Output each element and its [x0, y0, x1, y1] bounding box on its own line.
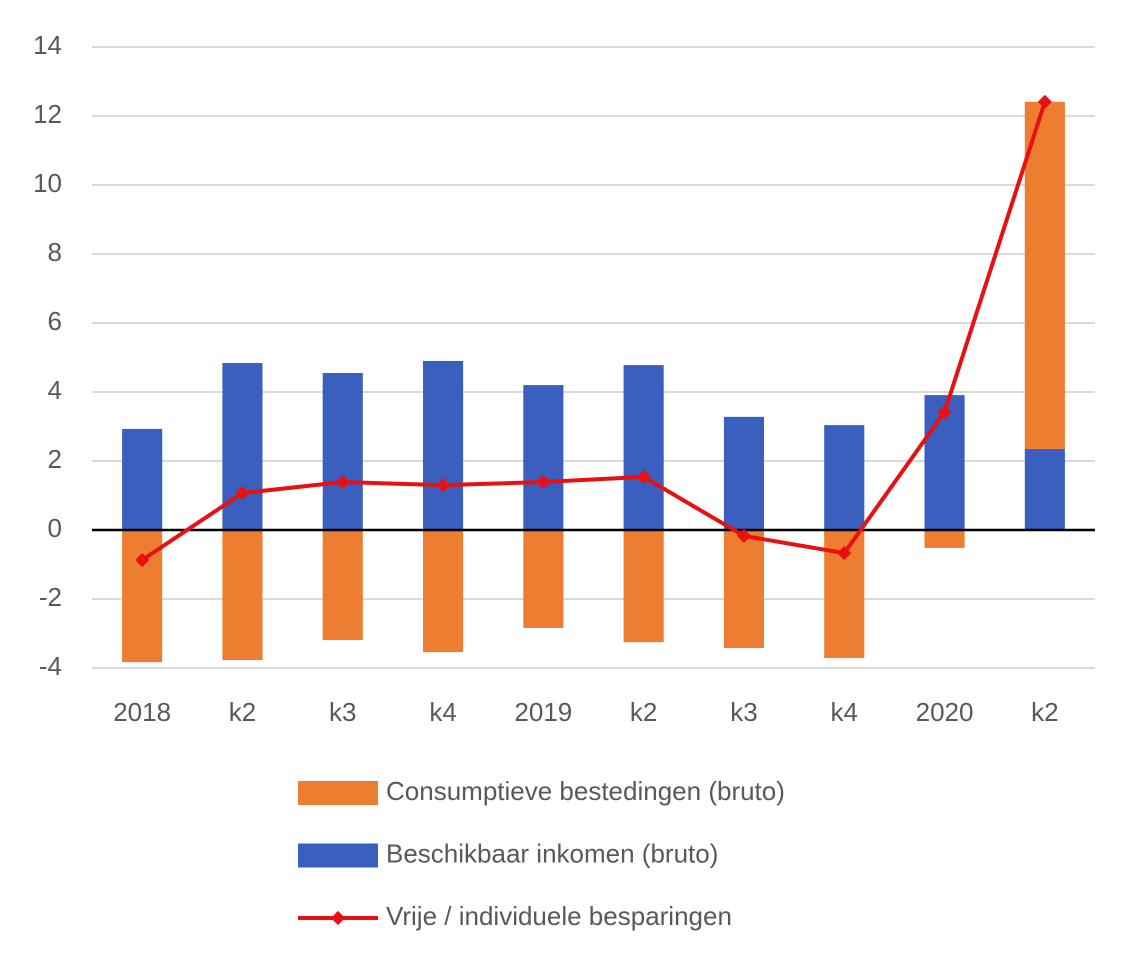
legend-label: Beschikbaar inkomen (bruto): [386, 838, 718, 868]
y-tick-label: 4: [48, 375, 62, 405]
line-marker: [736, 528, 752, 543]
bar: [623, 365, 664, 530]
legend-swatch: [298, 781, 378, 805]
line-marker: [937, 404, 952, 420]
y-tick-label: 12: [33, 99, 62, 129]
x-tick-label: k3: [329, 697, 356, 727]
x-tick-label: 2020: [916, 697, 974, 727]
y-tick-label: 2: [48, 444, 62, 474]
x-tick-label: k2: [229, 697, 256, 727]
y-tick-label: -2: [39, 582, 62, 612]
bar: [422, 530, 464, 653]
y-tick-label: 10: [33, 168, 62, 198]
y-tick-label: -4: [39, 651, 62, 681]
bar: [422, 360, 464, 530]
bar: [222, 363, 263, 530]
line-marker: [636, 469, 651, 484]
bar: [523, 385, 564, 530]
y-tick-label: 0: [48, 513, 62, 543]
bar: [623, 530, 664, 643]
bar: [322, 373, 363, 530]
y-tick-label: 8: [48, 237, 62, 267]
line-marker: [135, 552, 150, 568]
bar: [723, 530, 765, 648]
legend-swatch: [298, 843, 378, 868]
x-tick-label: 2019: [514, 697, 572, 727]
bar: [523, 530, 564, 628]
line-marker: [536, 474, 551, 490]
x-tick-label: 2018: [113, 697, 171, 727]
x-tick-label: k3: [730, 697, 757, 727]
bar: [122, 428, 163, 530]
bar: [1024, 101, 1065, 449]
legend-label: Consumptieve bestedingen (bruto): [386, 776, 785, 806]
line-marker: [335, 474, 350, 490]
bar: [723, 416, 765, 530]
legend-label: Vrije / individuele besparingen: [386, 901, 732, 931]
line-marker: [235, 486, 250, 501]
y-tick-label: 6: [48, 306, 62, 336]
x-tick-label: k2: [1031, 697, 1058, 727]
line-marker: [837, 546, 852, 561]
legend-swatch-marker: [330, 910, 346, 926]
bar: [824, 425, 865, 530]
bar: [222, 530, 263, 661]
line: [141, 101, 1047, 562]
bar: [1024, 448, 1065, 530]
y-tick-label: 14: [33, 30, 62, 60]
line-marker: [1037, 94, 1052, 109]
x-tick-label: k4: [831, 697, 858, 727]
bar: [924, 530, 965, 548]
bar: [322, 530, 363, 641]
x-tick-label: k2: [630, 697, 657, 727]
x-tick-label: k4: [429, 697, 456, 727]
line-marker: [435, 478, 451, 493]
